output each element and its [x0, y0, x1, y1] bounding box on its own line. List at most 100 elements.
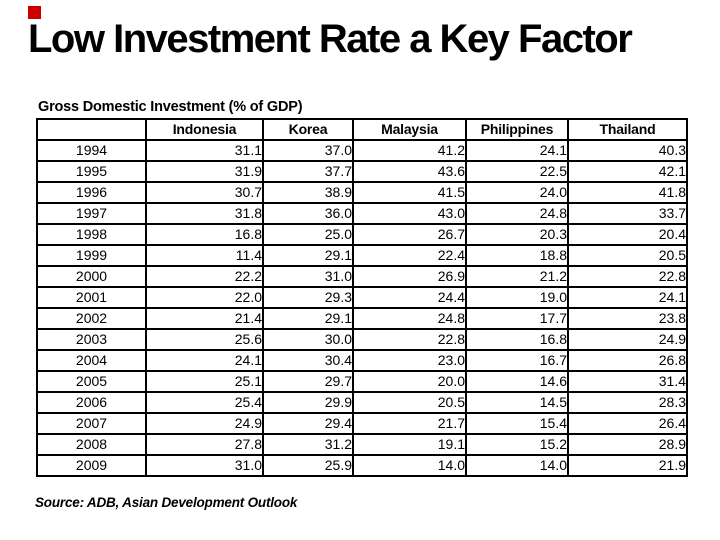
table-row: 1994 31.1 37.0 41.2 24.1 40.3	[36, 139, 688, 162]
value-cell: 43.0	[352, 202, 467, 225]
value-cell: 22.8	[352, 328, 467, 351]
gdi-data-table: Indonesia Korea Malaysia Philippines Thailan…	[36, 118, 688, 477]
year-cell: 1998	[36, 223, 147, 246]
value-cell: 24.8	[352, 307, 467, 330]
value-cell: 26.4	[567, 412, 688, 435]
value-cell: 23.0	[352, 349, 467, 372]
value-cell: 31.8	[145, 202, 264, 225]
value-cell: 40.3	[567, 139, 688, 162]
column-header-thailand: Thailand	[567, 118, 688, 141]
value-cell: 21.4	[145, 307, 264, 330]
value-cell: 30.0	[262, 328, 354, 351]
year-cell: 1997	[36, 202, 147, 225]
table-row: 2003 25.6 30.0 22.8 16.8 24.9	[36, 328, 688, 351]
value-cell: 41.2	[352, 139, 467, 162]
value-cell: 11.4	[145, 244, 264, 267]
table-row: 1999 11.4 29.1 22.4 18.8 20.5	[36, 244, 688, 267]
value-cell: 23.8	[567, 307, 688, 330]
table-header: Indonesia Korea Malaysia Philippines Thailan…	[36, 118, 688, 141]
year-cell: 2001	[36, 286, 147, 309]
year-cell: 2000	[36, 265, 147, 288]
year-cell: 2002	[36, 307, 147, 330]
value-cell: 19.1	[352, 433, 467, 456]
column-header-indonesia: Indonesia	[145, 118, 264, 141]
value-cell: 36.0	[262, 202, 354, 225]
table-row: 2008 27.8 31.2 19.1 15.2 28.9	[36, 433, 688, 456]
year-cell: 2008	[36, 433, 147, 456]
value-cell: 16.8	[465, 328, 569, 351]
value-cell: 26.8	[567, 349, 688, 372]
year-cell: 1996	[36, 181, 147, 204]
value-cell: 22.4	[352, 244, 467, 267]
value-cell: 31.0	[145, 454, 264, 477]
year-cell: 1995	[36, 160, 147, 183]
value-cell: 24.9	[567, 328, 688, 351]
value-cell: 18.8	[465, 244, 569, 267]
value-cell: 25.4	[145, 391, 264, 414]
value-cell: 29.9	[262, 391, 354, 414]
value-cell: 33.7	[567, 202, 688, 225]
table-row: 2006 25.4 29.9 20.5 14.5 28.3	[36, 391, 688, 414]
header-row: Indonesia Korea Malaysia Philippines Thailan…	[36, 118, 688, 141]
value-cell: 29.1	[262, 244, 354, 267]
table-body: 1994 31.1 37.0 41.2 24.1 40.3 1995 31.9 37.7 43.6…	[36, 139, 688, 477]
value-cell: 20.3	[465, 223, 569, 246]
slide-title: Low Investment Rate a Key Factor	[28, 17, 633, 61]
value-cell: 22.0	[145, 286, 264, 309]
value-cell: 24.1	[145, 349, 264, 372]
value-cell: 15.2	[465, 433, 569, 456]
column-header-malaysia: Malaysia	[352, 118, 467, 141]
value-cell: 29.4	[262, 412, 354, 435]
value-cell: 28.3	[567, 391, 688, 414]
table-row: 2002 21.4 29.1 24.8 17.7 23.8	[36, 307, 688, 330]
header-cell-empty	[36, 118, 147, 141]
value-cell: 37.0	[262, 139, 354, 162]
table-row: 1997 31.8 36.0 43.0 24.8 33.7	[36, 202, 688, 225]
value-cell: 14.0	[465, 454, 569, 477]
value-cell: 25.9	[262, 454, 354, 477]
value-cell: 21.9	[567, 454, 688, 477]
value-cell: 25.6	[145, 328, 264, 351]
table-row: 2007 24.9 29.4 21.7 15.4 26.4	[36, 412, 688, 435]
year-cell: 2004	[36, 349, 147, 372]
value-cell: 30.4	[262, 349, 354, 372]
value-cell: 37.7	[262, 160, 354, 183]
column-header-philippines: Philippines	[465, 118, 569, 141]
table-row: 2000 22.2 31.0 26.9 21.2 22.8	[36, 265, 688, 288]
value-cell: 14.0	[352, 454, 467, 477]
table-row: 2004 24.1 30.4 23.0 16.7 26.8	[36, 349, 688, 372]
table-title: Gross Domestic Investment (% of GDP)	[38, 99, 303, 115]
source-note: Source: ADB, Asian Development Outlook	[35, 495, 298, 510]
value-cell: 38.9	[262, 181, 354, 204]
value-cell: 30.7	[145, 181, 264, 204]
value-cell: 16.7	[465, 349, 569, 372]
value-cell: 29.3	[262, 286, 354, 309]
red-square-decoration	[28, 6, 41, 19]
value-cell: 24.1	[465, 139, 569, 162]
year-cell: 2005	[36, 370, 147, 393]
value-cell: 43.6	[352, 160, 467, 183]
value-cell: 25.0	[262, 223, 354, 246]
value-cell: 21.7	[352, 412, 467, 435]
value-cell: 17.7	[465, 307, 569, 330]
value-cell: 41.5	[352, 181, 467, 204]
value-cell: 42.1	[567, 160, 688, 183]
table-row: 1998 16.8 25.0 26.7 20.3 20.4	[36, 223, 688, 246]
value-cell: 28.9	[567, 433, 688, 456]
value-cell: 27.8	[145, 433, 264, 456]
value-cell: 31.0	[262, 265, 354, 288]
value-cell: 24.0	[465, 181, 569, 204]
table-row: 2001 22.0 29.3 24.4 19.0 24.1	[36, 286, 688, 309]
value-cell: 19.0	[465, 286, 569, 309]
value-cell: 14.6	[465, 370, 569, 393]
value-cell: 29.7	[262, 370, 354, 393]
value-cell: 25.1	[145, 370, 264, 393]
value-cell: 21.2	[465, 265, 569, 288]
value-cell: 24.9	[145, 412, 264, 435]
value-cell: 20.4	[567, 223, 688, 246]
value-cell: 29.1	[262, 307, 354, 330]
year-cell: 1999	[36, 244, 147, 267]
year-cell: 2007	[36, 412, 147, 435]
value-cell: 31.2	[262, 433, 354, 456]
gdi-table-section: Gross Domestic Investment (% of GDP) Ind…	[36, 99, 688, 477]
